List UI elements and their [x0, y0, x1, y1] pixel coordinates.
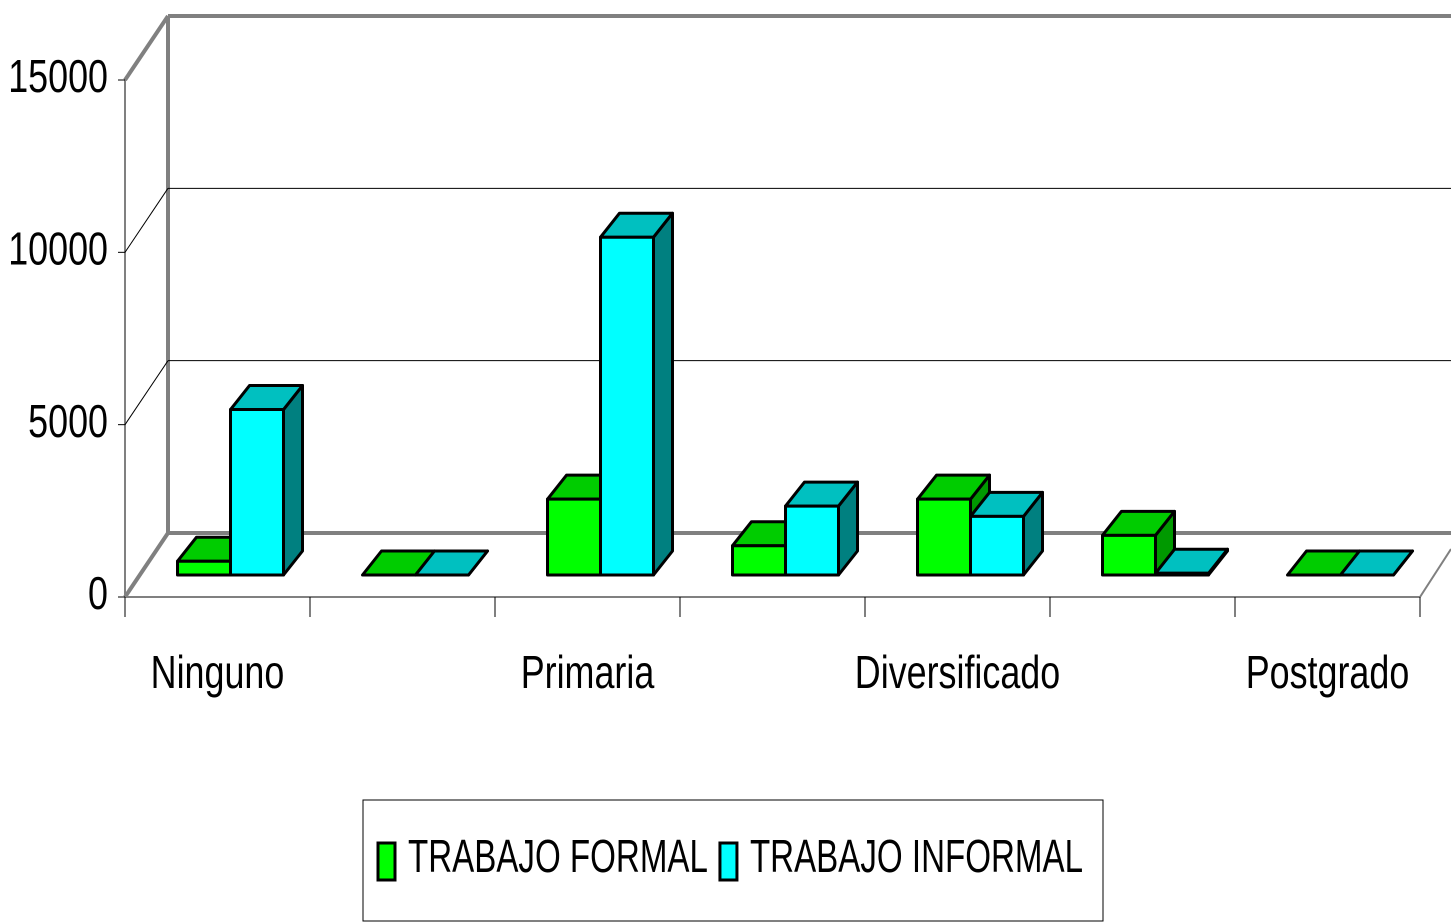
grid-line-side — [124, 360, 169, 425]
bar-front — [969, 514, 1025, 577]
y-tick-label: 0 — [88, 568, 108, 619]
bar — [599, 211, 674, 577]
bar-side — [652, 211, 674, 577]
bar-top — [1339, 549, 1414, 577]
bar-front — [229, 408, 285, 577]
bar-front — [1154, 571, 1210, 577]
legend-label: TRABAJO FORMAL — [408, 832, 708, 882]
grid-line-side — [123, 531, 170, 599]
x-tick-label: Ninguno — [151, 647, 285, 698]
bar — [1154, 547, 1229, 577]
bar-front — [546, 497, 602, 577]
legend-swatch — [718, 841, 739, 882]
legend-label: TRABAJO INFORMAL — [750, 832, 1083, 882]
bar-front — [599, 235, 655, 577]
bar — [1101, 509, 1176, 577]
bar-front — [784, 504, 840, 577]
x-tick-label: Postgrado — [1246, 647, 1410, 698]
bar — [229, 384, 304, 577]
floor-right — [1419, 548, 1451, 598]
bar — [414, 549, 489, 577]
x-tick-label: Primaria — [521, 647, 655, 698]
bar-side — [282, 384, 304, 577]
bar — [784, 480, 859, 577]
y-tick-label: 15000 — [8, 51, 108, 102]
legend-swatch — [376, 841, 397, 882]
grid-line-side — [124, 188, 169, 253]
bar-front — [731, 544, 787, 577]
bar-front — [1101, 533, 1157, 577]
x-tick-label: Diversificado — [855, 647, 1060, 698]
y-tick-label: 10000 — [8, 223, 108, 274]
bar-front — [176, 559, 232, 577]
grid-line-side — [123, 14, 170, 82]
bar — [969, 490, 1044, 577]
bar-front — [916, 497, 972, 577]
bar-top — [414, 549, 489, 577]
bar — [1339, 549, 1414, 577]
y-tick-label: 5000 — [28, 396, 108, 447]
